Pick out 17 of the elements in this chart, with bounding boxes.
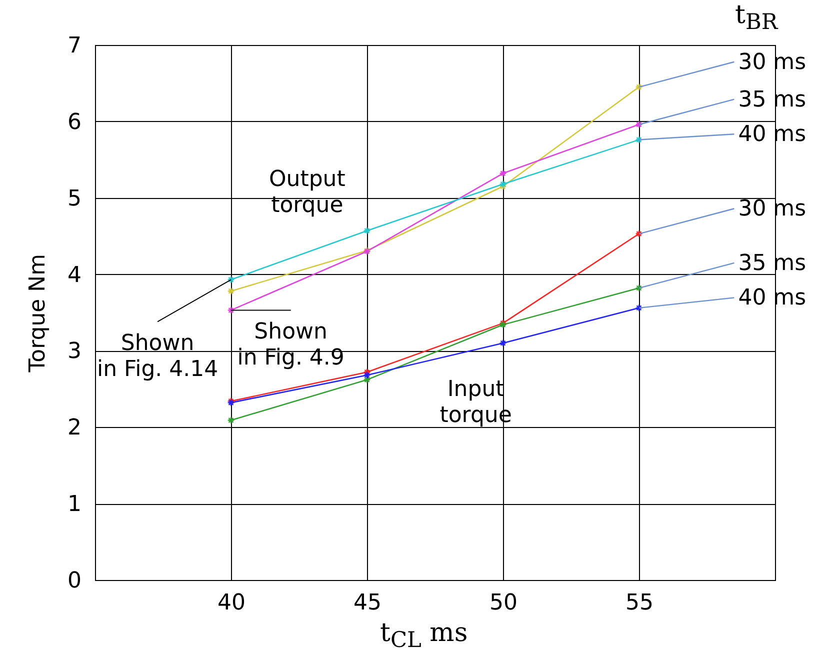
- annotation: Shown in Fig. 4.14: [96, 331, 218, 382]
- x-tick-label: 50: [490, 590, 518, 616]
- y-axis-title: Torque Nm: [26, 254, 51, 374]
- y-tick-label: 1: [68, 492, 82, 518]
- annotation: Output torque: [268, 166, 346, 218]
- y-tick-label: 7: [68, 34, 82, 58]
- y-tick-label: 5: [68, 186, 82, 212]
- x-tick-label: 45: [354, 590, 382, 616]
- y-tick-label: 4: [68, 262, 82, 288]
- legend-title: t$_{BR}$: [735, 0, 778, 36]
- y-tick-label: 3: [68, 339, 82, 364]
- y-tick-label: 6: [68, 110, 82, 135]
- x-tick-label: 55: [626, 590, 654, 616]
- x-tick-label: 40: [218, 590, 246, 616]
- x-axis-title: t$_{CL}$ ms: [380, 618, 468, 654]
- y-tick-label: 0: [68, 568, 82, 594]
- y-tick-label: 2: [68, 416, 82, 441]
